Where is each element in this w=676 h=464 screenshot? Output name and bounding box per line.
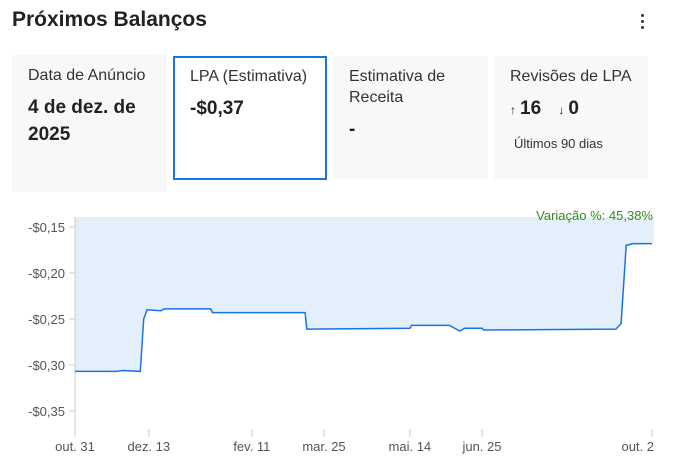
y-tick-label: -$0,30 [28, 358, 65, 373]
more-vert-icon[interactable] [634, 12, 650, 34]
card-value: 4 de dez. de 2025 [28, 97, 136, 145]
card-eps-revisions[interactable]: Revisões de LPA ↑ 16 ↓ 0 Últimos 90 dias [494, 56, 648, 179]
page-title: Próximos Balanços [12, 8, 207, 31]
card-revenue-estimate[interactable]: Estimativa de Receita - [333, 56, 488, 179]
chart-area-fill [75, 217, 654, 372]
x-tick-label: mar. 25 [302, 439, 345, 454]
y-tick-label: -$0,20 [28, 266, 65, 281]
y-tick-label: -$0,15 [28, 220, 65, 235]
revisions-values: ↑ 16 ↓ 0 [510, 95, 632, 124]
card-label: LPA (Estimativa) [190, 68, 308, 85]
card-label: Data de Anúncio [28, 67, 146, 84]
revisions-up: 16 [520, 98, 542, 119]
arrow-down-icon: ↓ [558, 103, 565, 117]
x-tick-label: mai. 14 [389, 439, 432, 454]
card-announcement-date[interactable]: Data de Anúncio 4 de dez. de 2025 [12, 55, 167, 192]
x-tick-label: dez. 13 [128, 439, 171, 454]
card-label: Estimativa de Receita [349, 68, 446, 106]
x-tick-label: out. 31 [55, 439, 95, 454]
arrow-up-icon: ↑ [510, 103, 516, 117]
x-tick-label: jun. 25 [461, 439, 501, 454]
y-tick-label: -$0,35 [28, 404, 65, 419]
x-tick-label: fev. 11 [233, 439, 270, 454]
card-label: Revisões de LPA [510, 68, 632, 85]
chart-series-line [75, 242, 652, 373]
card-eps-estimate[interactable]: LPA (Estimativa) -$0,37 [173, 56, 327, 180]
revisions-down: 0 [568, 98, 579, 119]
revisions-period: Últimos 90 dias [514, 136, 603, 151]
y-tick-label: -$0,25 [28, 312, 65, 327]
card-value: - [349, 119, 356, 140]
variation-annotation: Variação %: 45,38% [536, 208, 653, 223]
x-tick-label: out. 2 [621, 439, 654, 454]
card-value: -$0,37 [190, 98, 244, 119]
